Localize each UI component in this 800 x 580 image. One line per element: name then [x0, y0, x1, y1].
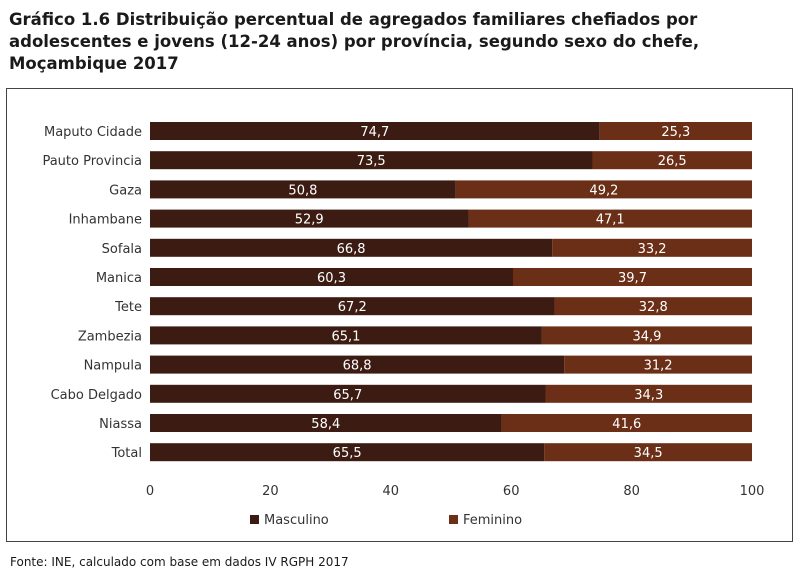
data-label-feminino-niassa: 41,6 — [612, 417, 641, 432]
bar-feminino-tete — [554, 297, 752, 316]
data-label-feminino-nampula: 31,2 — [644, 359, 673, 374]
category-label-zambezia: Zambezia — [78, 329, 142, 344]
chart-title-line-3: Moçambique 2017 — [9, 54, 179, 73]
bar-feminino-maputo-cidade — [599, 122, 752, 140]
bar-masculino-zambezia — [150, 326, 542, 345]
bar-feminino-zambezia — [541, 326, 752, 345]
legend-label-masculino: Masculino — [264, 513, 329, 528]
chart-title-line-1: Gráfico 1.6 Distribuição percentual de a… — [9, 10, 698, 29]
bar-masculino-cabo-delgado — [150, 384, 546, 403]
category-label-gaza: Gaza — [109, 183, 142, 198]
x-tick-label-0: 0 — [146, 484, 154, 499]
bar-masculino-inhambane — [150, 209, 469, 228]
stacked-bar-chart: Maputo Cidade 74,7 25,3 Pauto Provincia 73,5… — [42, 122, 765, 528]
category-label-maputo-cidade: Maputo Cidade — [44, 125, 142, 140]
data-label-feminino-maputo-cidade: 25,3 — [661, 125, 690, 140]
bar-feminino-cabo-delgado — [545, 384, 752, 403]
data-label-masculino-tete: 67,2 — [338, 300, 367, 315]
bar-masculino-maputo-cidade — [150, 122, 600, 140]
x-tick-label-100: 100 — [740, 484, 765, 499]
bar-feminino-gaza — [455, 180, 752, 199]
category-label-nampula: Nampula — [84, 359, 142, 374]
category-label-inhambane: Inhambane — [69, 213, 142, 228]
data-label-feminino-sofala: 33,2 — [638, 242, 667, 257]
category-label-pauto-provincia: Pauto Provincia — [42, 154, 142, 169]
bar-feminino-manica — [513, 268, 752, 286]
bar-feminino-nampula — [564, 355, 752, 374]
chart-title: Gráfico 1.6 Distribuição percentual de a… — [9, 9, 789, 75]
data-label-masculino-total: 65,5 — [333, 446, 362, 461]
source-note: Fonte: INE, calculado com base em dados … — [10, 555, 349, 569]
bar-masculino-total — [150, 443, 545, 462]
data-label-masculino-manica: 60,3 — [317, 271, 346, 286]
data-label-feminino-total: 34,5 — [634, 446, 663, 461]
x-tick-label-80: 80 — [623, 484, 640, 499]
data-label-masculino-nampula: 68,8 — [343, 359, 372, 374]
chart-frame: Maputo Cidade 74,7 25,3 Pauto Provincia 73,5… — [6, 88, 793, 542]
bar-feminino-sofala — [552, 238, 752, 257]
data-label-feminino-inhambane: 47,1 — [596, 213, 625, 228]
data-label-feminino-tete: 32,8 — [639, 300, 668, 315]
x-tick-label-60: 60 — [503, 484, 520, 499]
category-label-cabo-delgado: Cabo Delgado — [51, 388, 142, 403]
category-label-total: Total — [111, 446, 142, 461]
legend-swatch-feminino — [449, 515, 458, 524]
category-label-tete: Tete — [114, 300, 142, 315]
bar-feminino-pauto-provincia — [592, 151, 752, 170]
legend-label-feminino: Feminino — [463, 513, 522, 528]
bar-feminino-total — [544, 443, 752, 462]
data-label-feminino-pauto-provincia: 26,5 — [658, 154, 687, 169]
legend-swatch-masculino — [250, 515, 259, 524]
bar-masculino-gaza — [150, 180, 456, 199]
bar-masculino-nampula — [150, 355, 565, 374]
data-label-feminino-cabo-delgado: 34,3 — [634, 388, 663, 403]
data-label-feminino-manica: 39,7 — [618, 271, 647, 286]
data-label-masculino-niassa: 58,4 — [311, 417, 340, 432]
x-tick-label-40: 40 — [383, 484, 400, 499]
category-label-sofala: Sofala — [102, 242, 142, 257]
category-label-niassa: Niassa — [99, 417, 142, 432]
chart-title-line-2: adolescentes e jovens (12-24 anos) por p… — [9, 32, 700, 51]
category-label-manica: Manica — [96, 271, 142, 286]
bar-masculino-sofala — [150, 238, 553, 257]
data-label-masculino-zambezia: 65,1 — [331, 329, 360, 344]
bar-feminino-niassa — [501, 414, 752, 432]
bar-masculino-niassa — [150, 414, 502, 432]
bar-masculino-pauto-provincia — [150, 151, 593, 170]
data-label-masculino-gaza: 50,8 — [288, 183, 317, 198]
data-label-masculino-sofala: 66,8 — [337, 242, 366, 257]
x-tick-label-20: 20 — [262, 484, 279, 499]
data-label-masculino-inhambane: 52,9 — [295, 213, 324, 228]
data-label-feminino-gaza: 49,2 — [589, 183, 618, 198]
data-label-masculino-maputo-cidade: 74,7 — [360, 125, 389, 140]
bar-masculino-tete — [150, 297, 555, 316]
data-label-feminino-zambezia: 34,9 — [632, 329, 661, 344]
data-label-masculino-cabo-delgado: 65,7 — [333, 388, 362, 403]
data-label-masculino-pauto-provincia: 73,5 — [357, 154, 386, 169]
bar-masculino-manica — [150, 268, 514, 286]
bar-feminino-inhambane — [468, 209, 752, 228]
